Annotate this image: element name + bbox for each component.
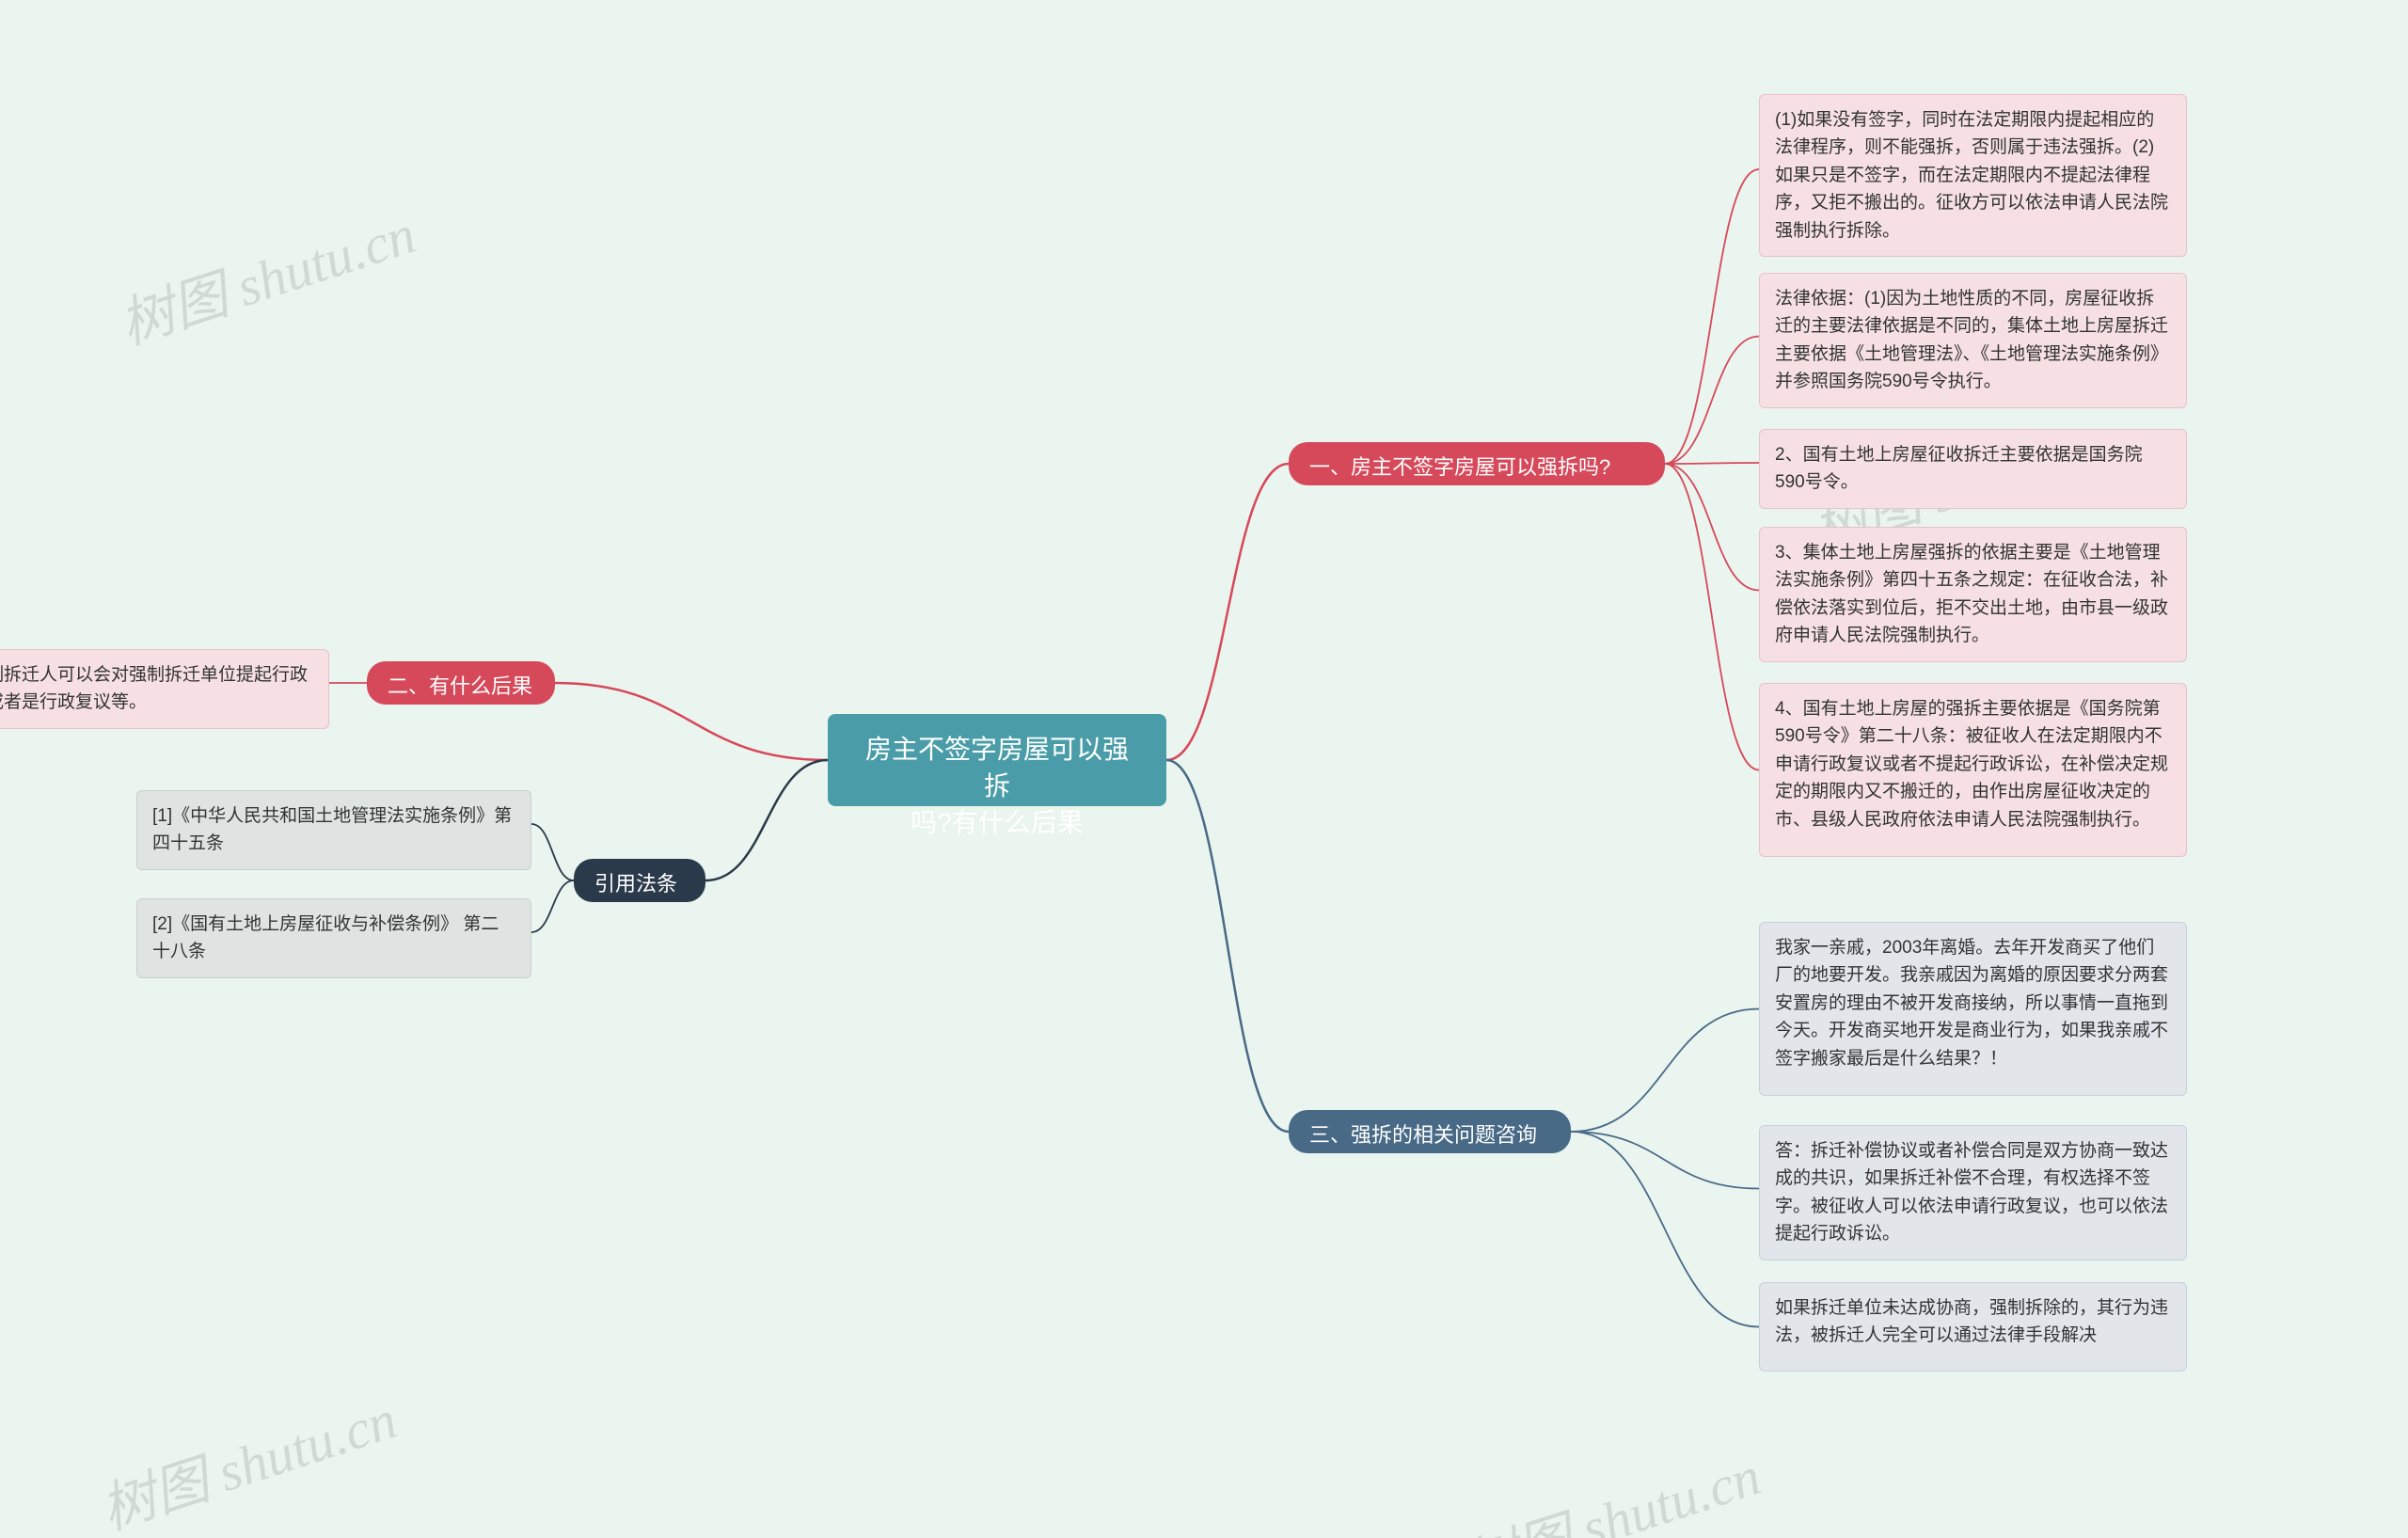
watermark: 树图 shutu.cn (1453, 1432, 1768, 1538)
branch-b4[interactable]: 引用法条 (574, 859, 705, 902)
leaf-b3-0[interactable]: 我家一亲戚，2003年离婚。去年开发商买了他们厂的地要开发。我亲戚因为离婚的原因… (1759, 922, 2187, 1096)
leaf-b4-0[interactable]: [1]《中华人民共和国土地管理法实施条例》第四十五条 (136, 790, 531, 870)
leaf-b1-3[interactable]: 3、集体土地上房屋强拆的依据主要是《土地管理法实施条例》第四十五条之规定：在征收… (1759, 527, 2187, 662)
center-node[interactable]: 房主不签字房屋可以强拆 吗?有什么后果 (828, 714, 1166, 806)
leaf-b1-0[interactable]: (1)如果没有签字，同时在法定期限内提起相应的法律程序，则不能强拆，否则属于违法… (1759, 94, 2187, 257)
branch-b2[interactable]: 二、有什么后果 (367, 661, 555, 705)
leaf-b3-2[interactable]: 如果拆迁单位未达成协商，强制拆除的，其行为违法，被拆迁人完全可以通过法律手段解决 (1759, 1282, 2187, 1372)
leaf-b2-0[interactable]: 被强制拆迁人可以会对强制拆迁单位提起行政诉讼或者是行政复议等。 (0, 649, 329, 729)
leaf-b4-1[interactable]: [2]《国有土地上房屋征收与补偿条例》 第二十八条 (136, 898, 531, 978)
leaf-b1-4[interactable]: 4、国有土地上房屋的强拆主要依据是《国务院第590号令》第二十八条：被征收人在法… (1759, 683, 2187, 857)
watermark: 树图 shutu.cn (108, 190, 423, 359)
branch-b3[interactable]: 三、强拆的相关问题咨询 (1289, 1110, 1571, 1153)
leaf-b1-2[interactable]: 2、国有土地上房屋征收拆迁主要依据是国务院590号令。 (1759, 429, 2187, 509)
leaf-b1-1[interactable]: 法律依据：(1)因为土地性质的不同，房屋征收拆迁的主要法律依据是不同的，集体土地… (1759, 273, 2187, 408)
branch-b1[interactable]: 一、房主不签字房屋可以强拆吗? (1289, 442, 1665, 485)
leaf-b3-1[interactable]: 答：拆迁补偿协议或者补偿合同是双方协商一致达成的共识，如果拆迁补偿不合理，有权选… (1759, 1125, 2187, 1261)
watermark: 树图 shutu.cn (89, 1375, 404, 1538)
